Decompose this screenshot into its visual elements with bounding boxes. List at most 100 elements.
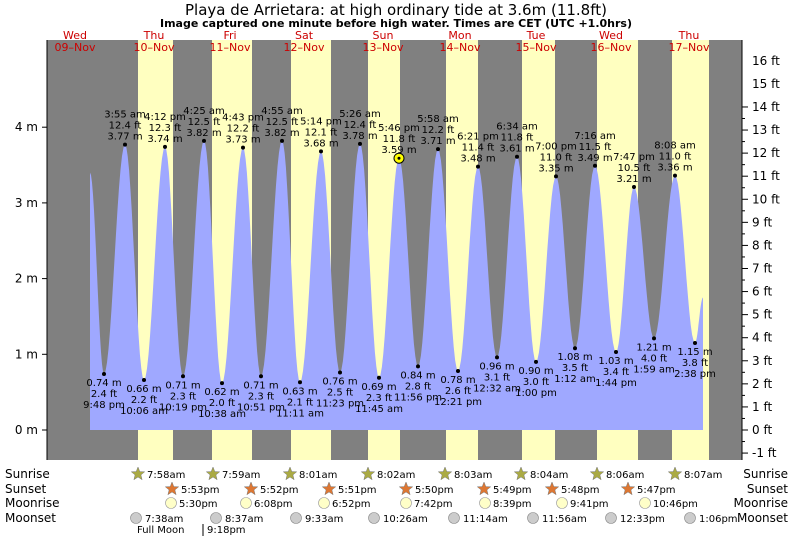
low-tide-metres: 0.71 m <box>243 380 278 391</box>
right-tick-label: 5 ft <box>752 308 772 322</box>
high-tide-metres: 3.71 m <box>420 136 455 147</box>
moonrise-icon <box>639 497 651 509</box>
moonset-icon <box>290 512 302 524</box>
low-tide-metres: 1.15 m <box>677 347 712 358</box>
sunset-time: 5:52pm <box>260 485 299 496</box>
right-tick-label: 0 ft <box>752 423 772 437</box>
moonset-time: 11:14am <box>463 514 508 525</box>
sunrise-icon <box>205 466 221 481</box>
left-tick-label: 3 m <box>15 196 38 210</box>
low-tide-time: 1:44 pm <box>595 378 637 389</box>
chart-subtitle: Image captured one minute before high wa… <box>160 17 632 30</box>
low-tide-feet: 3.5 ft <box>562 363 588 374</box>
sunrise-row-label-left: Sunrise <box>5 467 50 481</box>
low-tide-point <box>102 371 106 376</box>
sunset-time: 5:53pm <box>181 485 220 496</box>
sunrise-time: 8:04am <box>530 470 568 481</box>
moonset-time: 1:06pm <box>699 514 738 525</box>
high-tide-feet: 11.4 ft <box>462 143 495 154</box>
day-date-label: 10–Nov <box>134 41 175 54</box>
left-tick-label: 4 m <box>15 120 38 134</box>
day-of-week-label: Thu <box>678 29 700 42</box>
high-tide-point <box>319 149 323 154</box>
low-tide-feet: 2.5 ft <box>327 387 353 398</box>
low-tide-time: 10:38 am <box>198 409 246 420</box>
high-tide-point <box>241 145 245 150</box>
high-tide-time: 8:08 am <box>654 141 696 152</box>
high-tide-feet: 12.4 ft <box>344 120 377 131</box>
high-tide-feet: 12.2 ft <box>422 125 455 136</box>
sunrise-icon <box>667 466 683 481</box>
right-tick-label: 4 ft <box>752 331 772 345</box>
day-of-week-label: Thu <box>143 29 165 42</box>
low-tide-feet: 3.0 ft <box>523 377 549 388</box>
low-tide-feet: 2.1 ft <box>287 397 313 408</box>
high-tide-feet: 12.5 ft <box>188 117 221 128</box>
high-tide-metres: 3.61 m <box>499 144 534 155</box>
high-tide-point <box>436 147 440 152</box>
high-tide-time: 4:43 pm <box>222 113 264 124</box>
moonset-icon <box>210 512 222 524</box>
sunset-icon <box>243 481 259 496</box>
chart-title: Playa de Arrietara: at high ordinary tid… <box>185 1 607 19</box>
moonrise-time: 5:30pm <box>179 499 218 510</box>
moonrise-time: 10:46pm <box>653 499 698 510</box>
high-tide-time: 5:26 am <box>339 109 381 120</box>
day-date-label: 15–Nov <box>516 41 557 54</box>
day-date-label: 12–Nov <box>284 41 325 54</box>
left-tick-label: 2 m <box>15 272 38 286</box>
moonset-icon <box>368 512 380 524</box>
moonset-icon <box>448 512 460 524</box>
current-tide-marker-dot <box>397 156 401 160</box>
low-tide-time: 1:00 pm <box>515 388 557 399</box>
low-tide-metres: 0.78 m <box>440 375 475 386</box>
low-tide-feet: 2.4 ft <box>91 389 117 400</box>
low-tide-point <box>573 346 577 351</box>
right-tick-label: 10 ft <box>752 192 780 206</box>
low-tide-feet: 3.1 ft <box>484 372 510 383</box>
day-date-label: 17–Nov <box>669 41 710 54</box>
high-tide-point <box>358 141 362 146</box>
low-tide-metres: 0.63 m <box>282 386 317 397</box>
high-tide-point <box>280 138 284 143</box>
low-tide-metres: 0.62 m <box>204 387 239 398</box>
right-tick-label: 1 ft <box>752 400 772 414</box>
low-tide-point <box>142 378 146 383</box>
moonrise-time: 8:39pm <box>493 499 532 510</box>
high-tide-metres: 3.49 m <box>577 153 612 164</box>
high-tide-feet: 11.8 ft <box>501 133 534 144</box>
day-of-week-label: Wed <box>599 29 623 42</box>
high-tide-feet: 12.2 ft <box>227 124 260 135</box>
sunset-row-label-right: Sunset <box>747 482 788 496</box>
moon-phase-label: Full Moon <box>137 525 184 536</box>
low-tide-time: 11:11 am <box>276 408 324 419</box>
high-tide-metres: 3.35 m <box>538 163 573 174</box>
low-tide-metres: 1.03 m <box>598 356 633 367</box>
high-tide-time: 5:14 pm <box>300 116 342 127</box>
day-of-week-label: Tue <box>526 29 546 42</box>
moonset-row-label-right: Moonset <box>737 511 788 525</box>
sunrise-time: 8:07am <box>684 470 722 481</box>
low-tide-feet: 2.6 ft <box>445 386 471 397</box>
high-tide-point <box>515 154 519 159</box>
moonset-icon <box>527 512 539 524</box>
low-tide-point <box>652 336 656 341</box>
low-tide-metres: 0.71 m <box>165 380 200 391</box>
right-tick-label: 8 ft <box>752 238 772 252</box>
low-tide-time: 12:32 am <box>473 383 521 394</box>
low-tide-feet: 3.4 ft <box>603 367 629 378</box>
high-tide-time: 4:12 pm <box>144 112 186 123</box>
moonset-row-label-left: Moonset <box>5 511 56 525</box>
sunset-time: 5:49pm <box>493 485 532 496</box>
moonrise-icon <box>240 497 252 509</box>
low-tide-metres: 0.84 m <box>400 370 435 381</box>
high-tide-metres: 3.59 m <box>381 145 416 156</box>
moonrise-time: 9:41pm <box>570 499 609 510</box>
right-tick-label: 12 ft <box>752 146 780 160</box>
low-tide-point <box>259 374 263 379</box>
high-tide-metres: 3.82 m <box>186 128 221 139</box>
moonrise-icon <box>479 497 491 509</box>
sunrise-icon <box>282 466 298 481</box>
moonset-time: 12:33pm <box>620 514 665 525</box>
